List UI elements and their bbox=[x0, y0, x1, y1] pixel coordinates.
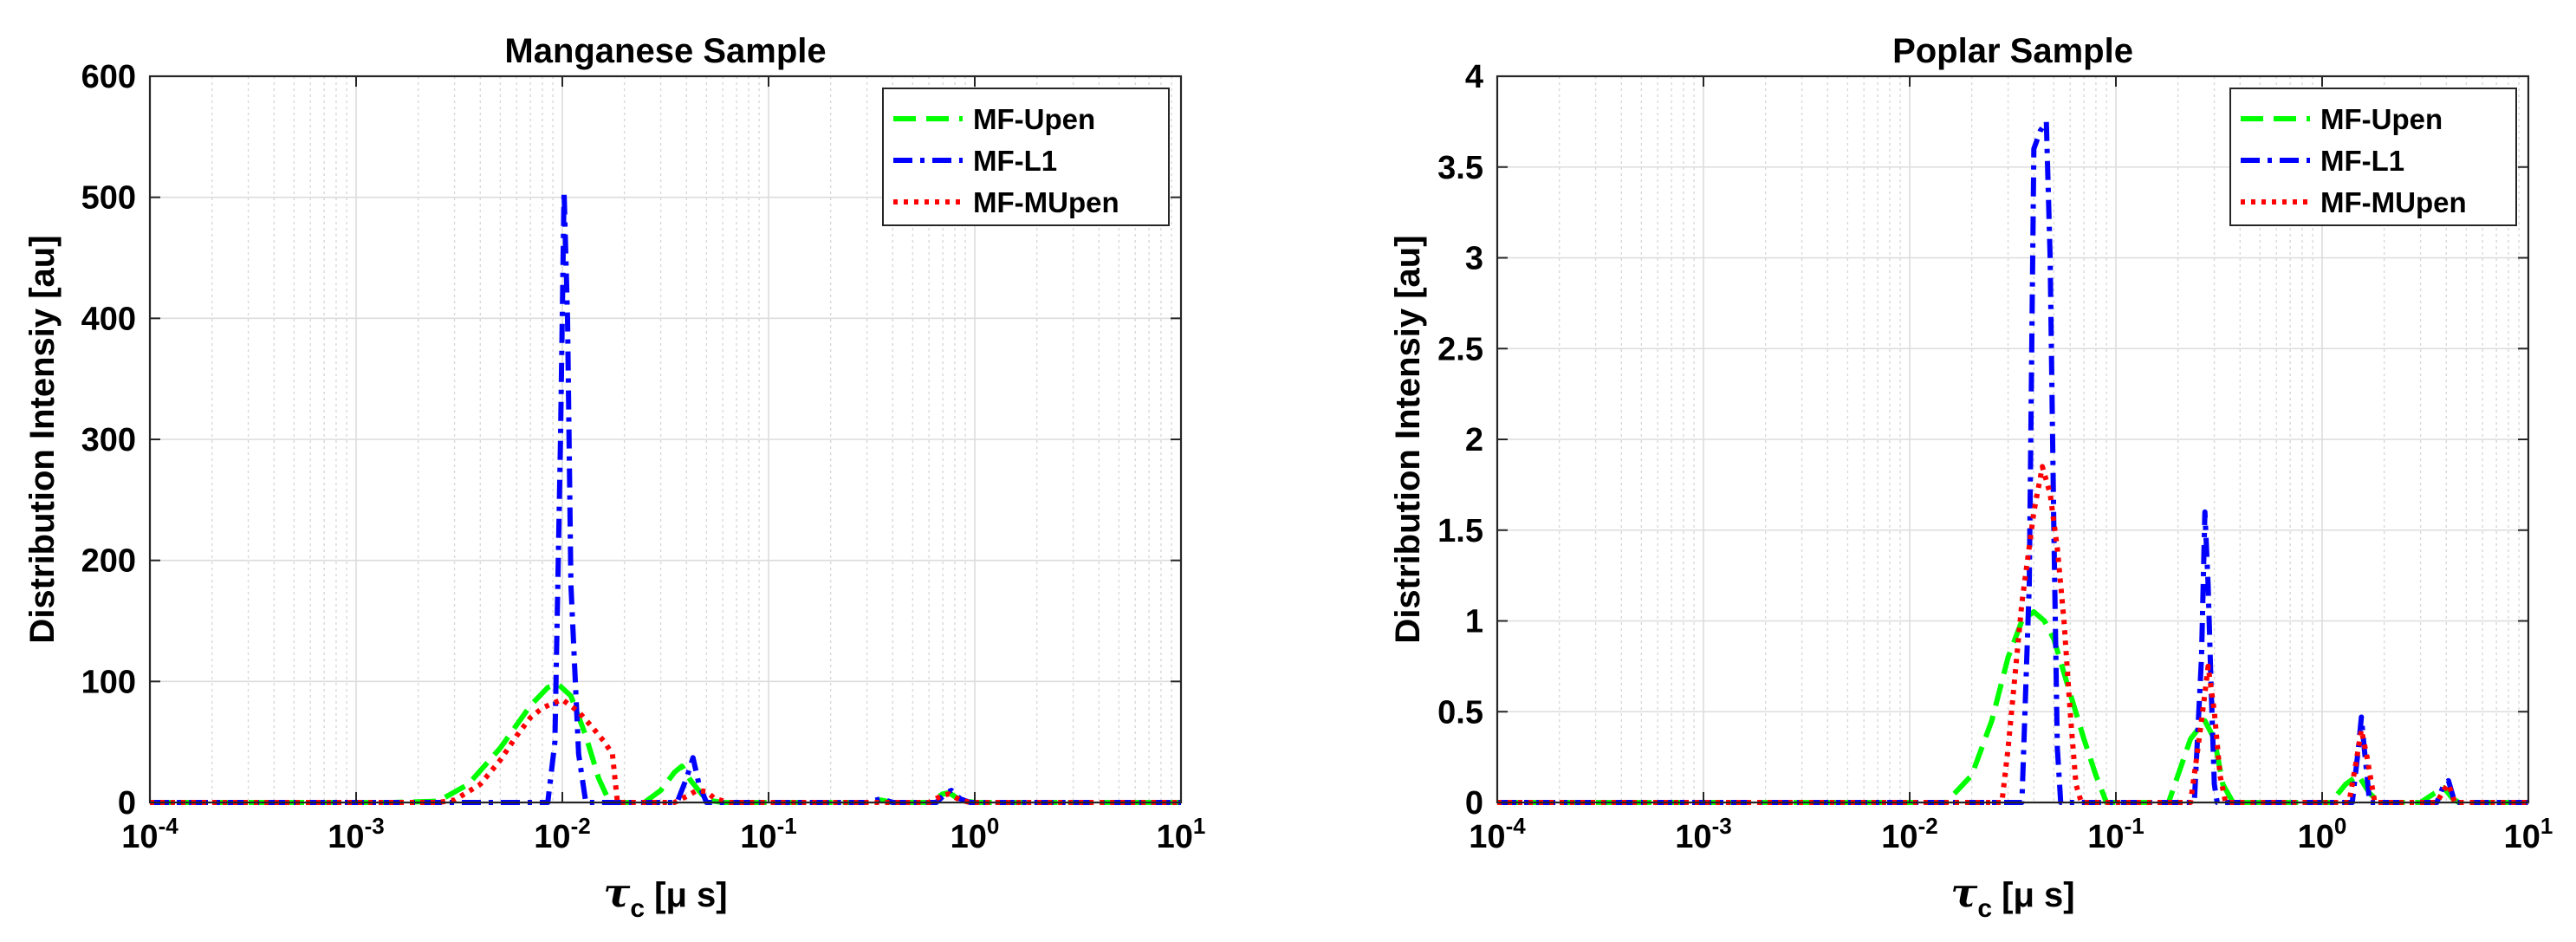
y-axis-label: Distribution Intensiy [au] bbox=[23, 235, 62, 643]
y-tick-label: 300 bbox=[81, 422, 136, 458]
y-tick-label: 0 bbox=[118, 785, 136, 822]
y-tick-label: 2 bbox=[1465, 422, 1483, 458]
x-tick-label: 10-3 bbox=[1675, 813, 1731, 855]
x-tick-label: 100 bbox=[2298, 813, 2347, 855]
legend-label: MF-L1 bbox=[973, 145, 1057, 177]
legend: MF-Upen MF-L1 MF-MUpen bbox=[882, 88, 1170, 226]
y-tick-label: 3.5 bbox=[1437, 150, 1483, 186]
y-axis-label: Distribution Intensiy [au] bbox=[1389, 235, 1427, 643]
series-line-mf-upen bbox=[150, 681, 1181, 805]
y-tick-label: 0.5 bbox=[1437, 694, 1483, 731]
y-tick-label: 4 bbox=[1465, 59, 1483, 95]
x-axis-label: τc [μ s] bbox=[603, 869, 727, 923]
y-tick-label: 600 bbox=[81, 59, 136, 95]
chart-panel-1: 10-4 10-3 10-2 10-1 100 101 0 100 200 300 400 500 60… bbox=[23, 32, 1205, 923]
chart-title: Poplar Sample bbox=[1892, 32, 2133, 70]
y-tick-label: 1 bbox=[1465, 604, 1483, 640]
legend-box bbox=[2229, 88, 2517, 226]
x-tick-label: 10-2 bbox=[1881, 813, 1937, 855]
x-tick-label: 10-1 bbox=[2087, 813, 2144, 855]
x-tick-label: 10-3 bbox=[328, 813, 384, 855]
y-tick-label: 1.5 bbox=[1437, 513, 1483, 549]
legend-label: MF-Upen bbox=[973, 103, 1095, 135]
legend-label: MF-L1 bbox=[2320, 145, 2404, 177]
y-tick-label: 0 bbox=[1465, 785, 1483, 822]
legend-label: MF-Upen bbox=[2320, 103, 2443, 135]
chart-panel-2: 10-4 10-3 10-2 10-1 100 101 0 0.5 1 1.5 2 2.5 3 3.5 4 P… bbox=[1389, 32, 2553, 923]
series-line-mf-l1 bbox=[1497, 119, 2528, 805]
series-line-mf-l1 bbox=[150, 188, 1181, 805]
x-tick-label: 100 bbox=[951, 813, 1000, 855]
y-tick-label: 200 bbox=[81, 543, 136, 580]
y-tick-label: 400 bbox=[81, 301, 136, 337]
series-line-mf-mupen bbox=[150, 697, 1181, 805]
x-tick-label: 10-4 bbox=[121, 813, 178, 855]
x-tick-label: 101 bbox=[1157, 813, 1206, 855]
legend-box bbox=[882, 88, 1170, 226]
x-tick-label: 101 bbox=[2504, 813, 2553, 855]
legend-label: MF-MUpen bbox=[973, 186, 1119, 218]
x-tick-label: 10-1 bbox=[740, 813, 796, 855]
x-tick-label: 10-4 bbox=[1469, 813, 1526, 855]
legend-label: MF-MUpen bbox=[2320, 186, 2467, 218]
y-tick-label: 3 bbox=[1465, 241, 1483, 277]
legend: MF-Upen MF-L1 MF-MUpen bbox=[2229, 88, 2517, 226]
y-tick-label: 500 bbox=[81, 180, 136, 217]
y-tick-label: 100 bbox=[81, 664, 136, 700]
x-axis-label: τc [μ s] bbox=[1950, 869, 2074, 923]
y-tick-label: 2.5 bbox=[1437, 331, 1483, 367]
x-tick-label: 10-2 bbox=[534, 813, 590, 855]
chart-title: Manganese Sample bbox=[504, 32, 826, 70]
